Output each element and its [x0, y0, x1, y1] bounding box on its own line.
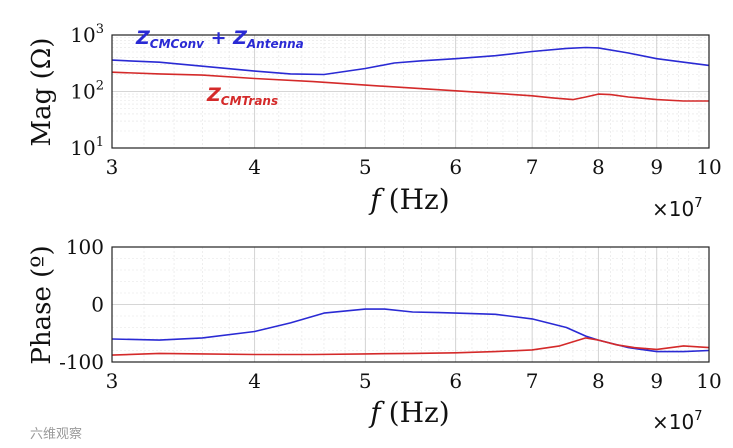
- phase-ticks: 3 4 5 6 7 8 9 10 100 0 -100: [59, 235, 722, 393]
- x-tick-label: 7: [526, 369, 539, 393]
- magnitude-axes-frame: [111, 34, 710, 149]
- phase-x-multiplier: ×107: [652, 409, 703, 434]
- phase-y-label: Phase (º): [27, 245, 57, 364]
- y-tick-label: 103: [70, 22, 104, 47]
- x-tick-label: 3: [106, 369, 119, 393]
- phase-axes-frame: [111, 246, 710, 363]
- y-tick-label: 102: [70, 79, 104, 104]
- x-tick-label: 4: [248, 155, 261, 179]
- x-tick-label: 6: [449, 369, 462, 393]
- magnitude-chart: 3 4 5 6 7 8 9 10 101 102 103 Mag (Ω) f (Hz) ×107 ZC…: [27, 22, 722, 221]
- annotation-z-cmconv-antenna: ZCMConv + ZAntenna: [135, 27, 304, 51]
- x-tick-label: 10: [696, 369, 721, 393]
- x-tick-label: 6: [449, 155, 462, 179]
- x-tick-label: 10: [696, 155, 721, 179]
- magnitude-lines: [111, 46, 710, 102]
- phase-x-unit: (Hz): [389, 396, 450, 429]
- x-tick-label: 7: [526, 155, 539, 179]
- x-tick-label: 5: [359, 155, 372, 179]
- magnitude-x-symbol: f: [368, 183, 385, 216]
- magnitude-x-label: f (Hz): [368, 183, 449, 216]
- magnitude-ticks: 3 4 5 6 7 8 9 10 101 102 103: [70, 22, 721, 179]
- x-tick-label: 8: [592, 369, 605, 393]
- x-tick-label: 3: [106, 155, 119, 179]
- phase-lines: [111, 308, 710, 356]
- magnitude-x-unit: (Hz): [389, 183, 450, 216]
- y-tick-label: 101: [70, 135, 104, 160]
- y-tick-label: -100: [59, 350, 104, 374]
- x-tick-label: 5: [359, 369, 372, 393]
- x-tick-label: 9: [650, 369, 663, 393]
- x-tick-label: 9: [650, 155, 663, 179]
- phase-x-label: f (Hz): [368, 396, 449, 429]
- magnitude-x-multiplier: ×107: [652, 196, 703, 221]
- x-tick-label: 4: [248, 369, 261, 393]
- phase-chart: 3 4 5 6 7 8 9 10 100 0 -100 Phase (º) f (Hz) ×107: [27, 235, 722, 434]
- series-line-z-cmconv-antenna: [111, 46, 710, 76]
- y-tick-label: 100: [66, 235, 104, 259]
- series-line-z-cmtrans: [111, 337, 710, 356]
- y-tick-label: 0: [91, 293, 104, 317]
- phase-x-symbol: f: [368, 396, 385, 429]
- annotation-z-cmtrans: ZCMTrans: [206, 84, 278, 108]
- magnitude-y-label: Mag (Ω): [27, 38, 57, 147]
- series-line-z-cmtrans: [111, 71, 709, 102]
- watermark: 六维观察: [30, 427, 82, 442]
- x-tick-label: 8: [592, 155, 605, 179]
